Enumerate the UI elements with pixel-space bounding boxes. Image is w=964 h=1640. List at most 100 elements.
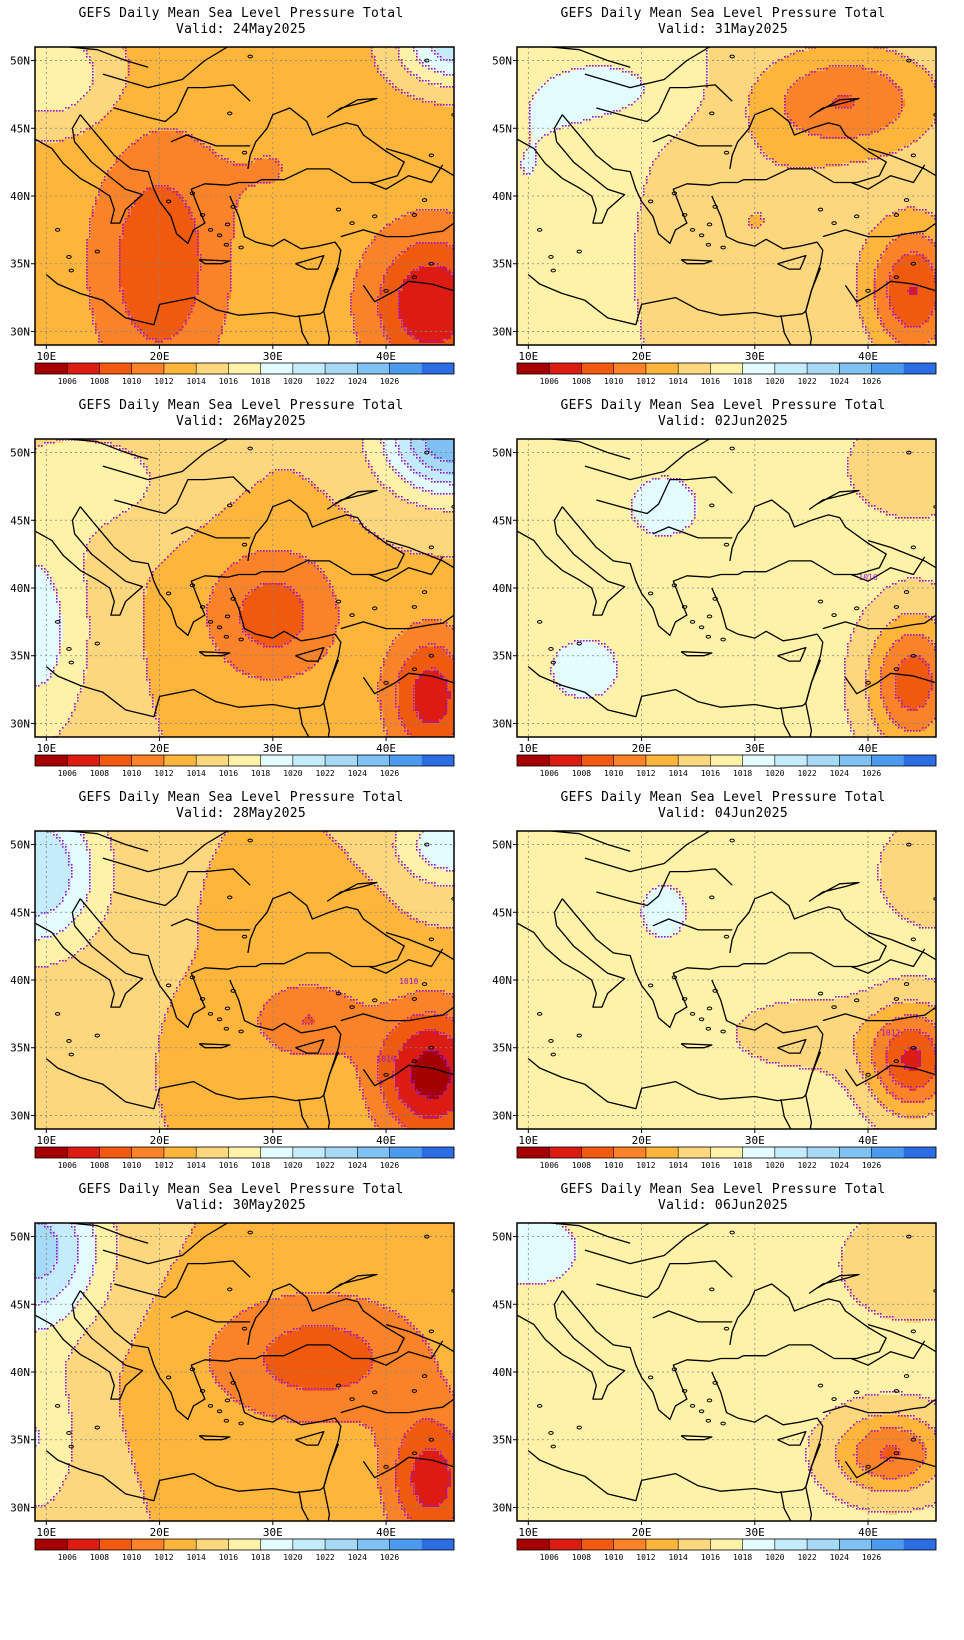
pressure-field [35,47,456,348]
colorbar-swatch [357,1539,390,1550]
colorbar-label: 1022 [797,769,816,778]
lat-tick-label: 35N [492,1434,512,1447]
colorbar-swatch [261,363,294,374]
lon-tick-label: 30E [263,350,283,363]
lon-tick-label: 40E [376,1526,396,1539]
colorbar-swatch [164,363,197,374]
colorbar: 1006 1008 1010 1012 1014 1016 1018 1020 1022 1024… [35,755,454,778]
lat-tick-label: 40N [492,190,512,203]
colorbar-label: 1012 [154,1161,173,1170]
map-panel-p4: GEFS Daily Mean Sea Level Pressure Total… [482,392,964,802]
lat-tick-label: 40N [10,1366,30,1379]
lon-tick-label: 40E [858,1526,878,1539]
lat-tick-label: 35N [10,1042,30,1055]
lat-tick-label: 35N [10,650,30,663]
lat-tick-label: 30N [10,1501,30,1514]
lat-tick-label: 50N [10,55,30,68]
lon-tick-label: 10E [518,1526,538,1539]
colorbar-swatch [293,755,326,766]
colorbar-swatch [132,755,165,766]
colorbar-label: 1010 [604,769,623,778]
colorbar-swatch [614,755,647,766]
colorbar-label: 1026 [862,1161,881,1170]
colorbar-label: 1006 [58,1161,77,1170]
colorbar-swatch [67,1147,100,1158]
colorbar-swatch [67,755,100,766]
colorbar-label: 1010 [604,1161,623,1170]
colorbar-label: 1026 [862,377,881,386]
colorbar-swatch [517,363,550,374]
lat-tick-label: 30N [492,325,512,338]
colorbar: 1006 1008 1010 1012 1014 1016 1018 1020 1022 1024… [517,363,936,386]
lon-tick-label: 30E [263,1526,283,1539]
colorbar-swatch [293,363,326,374]
colorbar-swatch [807,1539,840,1550]
colorbar-swatch [743,755,776,766]
lon-tick-label: 40E [858,742,878,755]
colorbar-label: 1010 [122,377,141,386]
lat-tick-label: 40N [10,582,30,595]
colorbar-label: 1026 [380,1553,399,1562]
colorbar-label: 1026 [380,1161,399,1170]
lat-tick-label: 30N [492,1109,512,1122]
colorbar-label: 1006 [58,769,77,778]
colorbar-swatch [646,755,679,766]
colorbar-swatch [775,363,808,374]
colorbar-swatch [132,1147,165,1158]
colorbar-swatch [228,1147,261,1158]
colorbar-label: 1012 [636,1553,655,1562]
lat-tick-label: 45N [10,122,30,135]
colorbar-swatch [67,363,100,374]
colorbar-swatch [839,363,872,374]
colorbar-swatch [357,363,390,374]
colorbar-swatch [357,755,390,766]
colorbar: 1006 1008 1010 1012 1014 1016 1018 1020 1022 1024… [35,363,454,386]
lat-tick-label: 35N [10,1434,30,1447]
colorbar-label: 1006 [58,377,77,386]
lat-tick-label: 30N [492,717,512,730]
lon-tick-label: 20E [150,1526,170,1539]
colorbar-label: 1012 [154,769,173,778]
colorbar-swatch [872,363,905,374]
colorbar-swatch [517,1147,550,1158]
colorbar-swatch [710,1539,743,1550]
lat-tick-label: 40N [492,974,512,987]
lat-tick-label: 45N [492,1298,512,1311]
lon-tick-label: 40E [376,1134,396,1147]
colorbar-swatch [422,363,455,374]
colorbar-swatch [261,1147,294,1158]
colorbar-label: 1014 [669,769,688,778]
lon-tick-label: 20E [632,350,652,363]
colorbar-swatch [581,1147,614,1158]
lat-tick-label: 50N [492,447,512,460]
colorbar-swatch [422,755,455,766]
colorbar-swatch [549,1539,582,1550]
colorbar: 1006 1008 1010 1012 1014 1016 1018 1020 1022 1024… [517,755,936,778]
colorbar-label: 1008 [90,1161,109,1170]
colorbar-swatch [99,1539,132,1550]
colorbar-label: 1006 [540,1161,559,1170]
colorbar-label: 1010 [122,769,141,778]
lat-tick-label: 30N [10,325,30,338]
colorbar-label: 1024 [348,377,367,386]
lon-tick-label: 30E [745,350,765,363]
colorbar-swatch [646,1147,679,1158]
colorbar-swatch [678,755,711,766]
colorbar-label: 1016 [219,1161,238,1170]
lon-tick-label: 30E [745,1526,765,1539]
colorbar-swatch [196,363,229,374]
colorbar-swatch [904,755,937,766]
colorbar-label: 1018 [733,377,752,386]
colorbar-label: 1014 [669,1553,688,1562]
lat-tick-label: 40N [492,582,512,595]
lat-tick-label: 35N [10,258,30,271]
lat-tick-label: 45N [492,514,512,527]
colorbar-swatch [390,363,423,374]
lat-tick-label: 45N [10,1298,30,1311]
